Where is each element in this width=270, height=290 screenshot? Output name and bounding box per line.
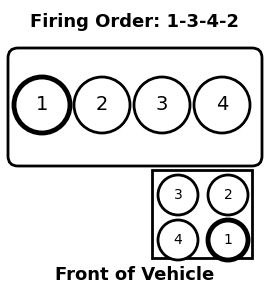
- Text: 1: 1: [224, 233, 232, 247]
- Circle shape: [74, 77, 130, 133]
- FancyBboxPatch shape: [8, 48, 262, 166]
- Circle shape: [194, 77, 250, 133]
- Text: 2: 2: [224, 188, 232, 202]
- Circle shape: [208, 175, 248, 215]
- Text: 4: 4: [174, 233, 182, 247]
- Circle shape: [158, 175, 198, 215]
- Circle shape: [14, 77, 70, 133]
- Text: 1: 1: [36, 95, 48, 115]
- Text: 4: 4: [216, 95, 228, 115]
- Text: 3: 3: [156, 95, 168, 115]
- Circle shape: [208, 220, 248, 260]
- Text: 2: 2: [96, 95, 108, 115]
- Circle shape: [134, 77, 190, 133]
- Bar: [152, 170, 252, 258]
- Circle shape: [158, 220, 198, 260]
- Text: Firing Order: 1-3-4-2: Firing Order: 1-3-4-2: [31, 13, 239, 31]
- Text: Front of Vehicle: Front of Vehicle: [55, 266, 215, 284]
- Text: 3: 3: [174, 188, 182, 202]
